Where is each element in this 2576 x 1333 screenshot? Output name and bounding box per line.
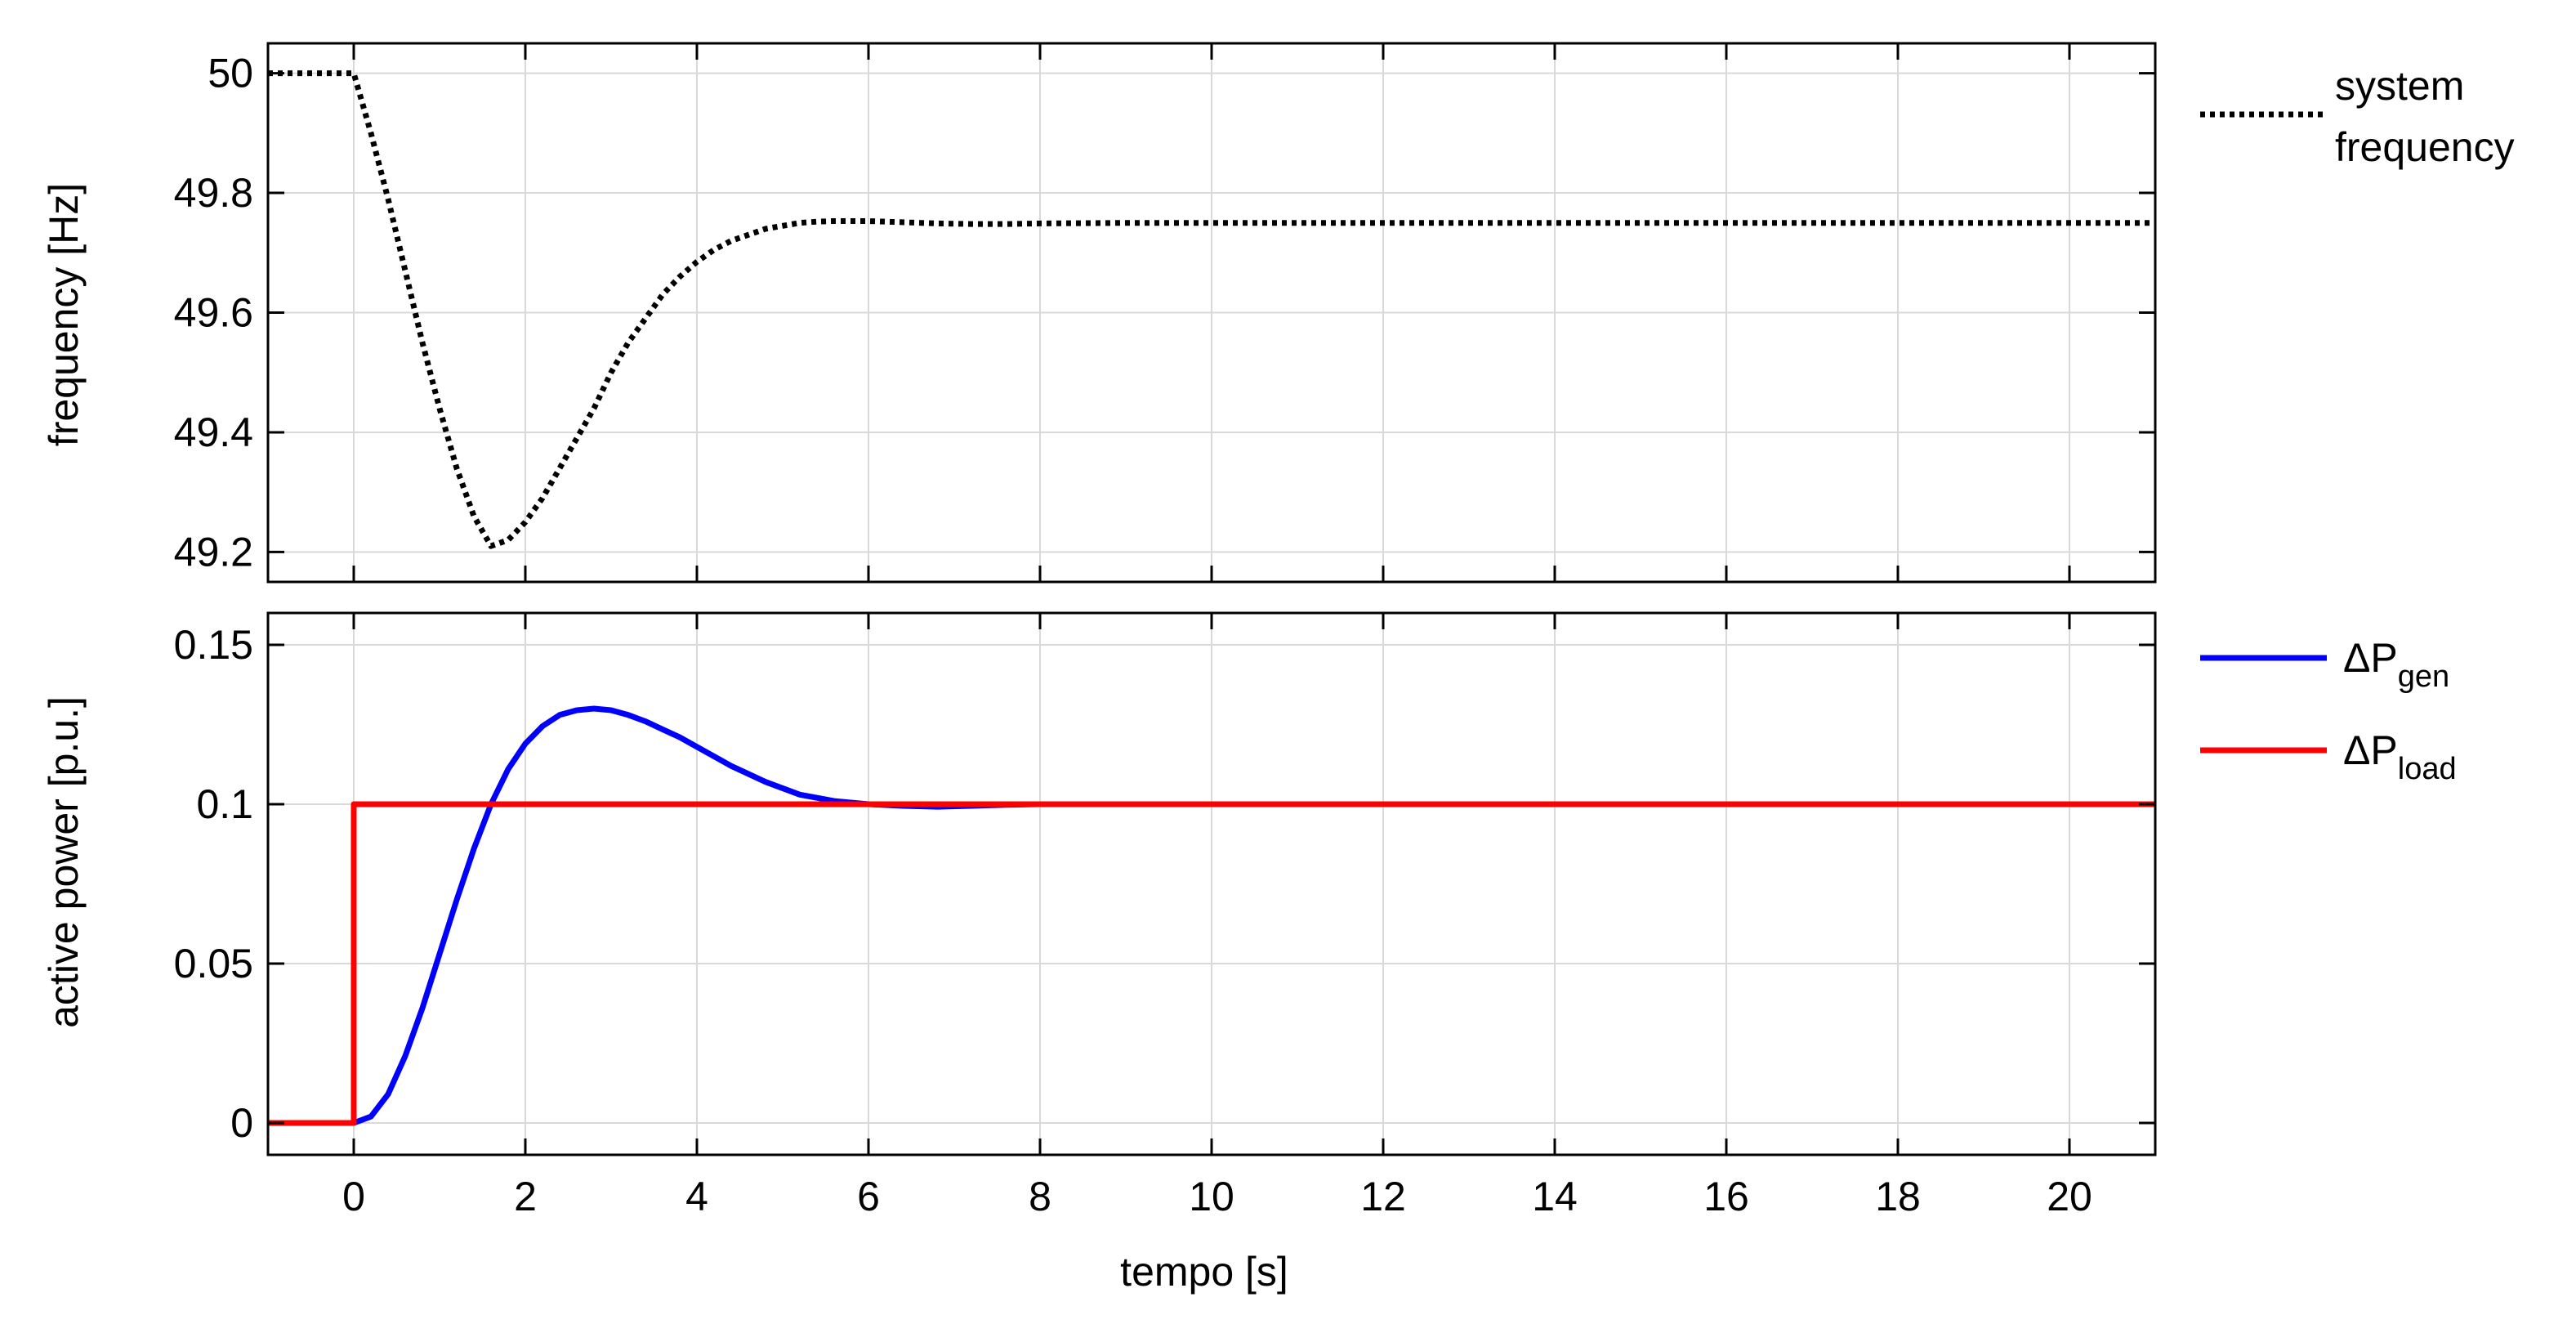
bottom-x-tick-label-6: 12 <box>1360 1174 1406 1219</box>
top-series-group <box>268 70 2155 549</box>
bottom-x-tick-label-3: 6 <box>857 1174 880 1219</box>
bottom-y-tick-label-1: 0.05 <box>174 941 253 986</box>
bottom-x-tick-label-0: 0 <box>342 1174 365 1219</box>
top-y-tick-label-3: 49.8 <box>174 170 253 216</box>
bottom-series-group <box>268 705 2155 1126</box>
top-y-tick-label-2: 49.6 <box>174 290 253 336</box>
bottom-x-tick-label-2: 4 <box>685 1174 708 1219</box>
legend-label-delta-p-load: ΔPload <box>2343 727 2457 786</box>
legend-word: system <box>2335 63 2464 109</box>
bottom-x-tick-label-7: 14 <box>1532 1174 1578 1219</box>
bottom-y-tick-label-2: 0.1 <box>196 781 253 827</box>
bottom-x-tick-label-8: 16 <box>1703 1174 1749 1219</box>
active-power-panel: 0 0.05 0.1 0.15 0 2 4 6 8 10 12 14 16 18 20 <box>174 611 2157 1219</box>
bottom-x-tick-label-1: 2 <box>514 1174 537 1219</box>
legend-word: frequency <box>2335 124 2515 170</box>
top-y-tick-label-1: 49.4 <box>174 409 253 455</box>
legend-label-system-frequency: system frequency <box>2335 63 2515 170</box>
bottom-y-tick-label-3: 0.15 <box>174 622 253 668</box>
bottom-legend: ΔPgen ΔPload <box>2200 635 2457 786</box>
top-y-tick-label-0: 49.2 <box>174 529 253 575</box>
top-y-tick-label-4: 50 <box>208 51 253 96</box>
bottom-x-tick-label-4: 8 <box>1029 1174 1051 1219</box>
frequency-panel: 49.2 49.4 49.6 49.8 50 <box>174 42 2157 584</box>
bottom-y-tick-label-0: 0 <box>230 1100 253 1146</box>
top-series-line-0 <box>268 70 2155 549</box>
bottom-series-line-1 <box>268 801 2155 1126</box>
bottom-x-tick-label-5: 10 <box>1189 1174 1234 1219</box>
bottom-y-axis-label: active power [p.u.] <box>41 696 87 1028</box>
legend-label-delta-p-gen: ΔPgen <box>2343 635 2449 694</box>
bottom-x-tick-label-9: 18 <box>1875 1174 1921 1219</box>
top-y-axis-label: frequency [Hz] <box>41 183 87 446</box>
bottom-x-tick-label-10: 20 <box>2047 1174 2092 1219</box>
x-axis-label: tempo [s] <box>1120 1249 1288 1295</box>
top-legend: system frequency <box>2200 63 2515 170</box>
